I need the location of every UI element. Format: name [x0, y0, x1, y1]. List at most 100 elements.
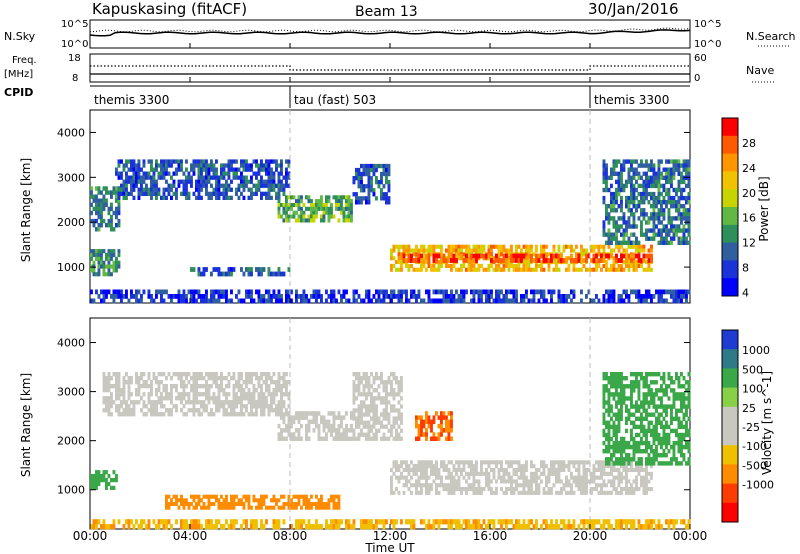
- heatmap-cell: [157, 163, 161, 168]
- heatmap-cell: [565, 475, 568, 480]
- heatmap-cell: [315, 494, 318, 499]
- heatmap-cell: [470, 460, 473, 465]
- heatmap-cell: [470, 298, 473, 304]
- heatmap-cell: [442, 467, 446, 472]
- heatmap-cell: [437, 475, 441, 480]
- heatmap-cell: [365, 424, 368, 429]
- heatmap-cell: [222, 524, 226, 530]
- heatmap-cell: [182, 183, 186, 188]
- heatmap-cell: [285, 210, 288, 215]
- heatmap-cell: [292, 419, 296, 425]
- heatmap-cell: [470, 289, 473, 295]
- heatmap-cell: [547, 479, 551, 484]
- heatmap-cell: [355, 436, 358, 441]
- heatmap-cell: [677, 449, 681, 454]
- heatmap-cell: [240, 412, 243, 417]
- heatmap-cell: [582, 464, 586, 469]
- heatmap-cell: [245, 267, 248, 272]
- heatmap-cell: [160, 167, 163, 172]
- heatmap-cell: [315, 203, 318, 208]
- heatmap-cell: [252, 191, 256, 196]
- heatmap-cell: [602, 228, 606, 233]
- heatmap-cell: [540, 294, 543, 299]
- heatmap-cell: [92, 218, 96, 224]
- heatmap-cell: [605, 436, 608, 442]
- heatmap-cell: [385, 384, 388, 389]
- heatmap-cell: [242, 271, 246, 277]
- heatmap-cell: [375, 412, 378, 417]
- heatmap-cell: [617, 175, 621, 180]
- heatmap-cell: [655, 224, 658, 229]
- heatmap-cell: [280, 432, 283, 437]
- heatmap-cell: [502, 244, 506, 249]
- heatmap-cell: [92, 253, 96, 258]
- heatmap-cell: [557, 253, 561, 259]
- heatmap-cell: [177, 498, 181, 503]
- heatmap-cell: [435, 244, 438, 249]
- heatmap-cell: [525, 244, 528, 249]
- heatmap-cell: [262, 502, 266, 506]
- heatmap-cell: [215, 372, 218, 377]
- heatmap-cell: [645, 232, 648, 237]
- heatmap-cell: [277, 195, 281, 200]
- heatmap-cell: [195, 505, 198, 510]
- heatmap-cell: [400, 298, 403, 304]
- heatmap-cell: [185, 175, 188, 180]
- heatmap-cell: [172, 384, 176, 389]
- heatmap-cell: [367, 384, 371, 389]
- heatmap-cell: [605, 444, 608, 450]
- heatmap-cell: [210, 271, 213, 277]
- heatmap-cell: [665, 240, 668, 245]
- heatmap-cell: [392, 244, 396, 249]
- heatmap-cell: [117, 218, 121, 224]
- heatmap-cell: [352, 388, 356, 393]
- heatmap-cell: [622, 236, 626, 241]
- heatmap-cell: [660, 232, 663, 237]
- heatmap-cell: [327, 206, 331, 211]
- heatmap-cell: [145, 175, 148, 180]
- heatmap-cell: [267, 171, 271, 176]
- heatmap-cell: [170, 163, 173, 168]
- heatmap-cell: [377, 392, 381, 397]
- heatmap-cell: [330, 423, 333, 429]
- heatmap-cell: [675, 204, 678, 209]
- heatmap-cell: [325, 524, 328, 530]
- heatmap-cell: [617, 183, 621, 189]
- heatmap-cell: [620, 475, 623, 480]
- heatmap-cell: [660, 220, 663, 225]
- heatmap-cell: [362, 372, 366, 377]
- heatmap-cell: [170, 502, 173, 506]
- heatmap-cell: [290, 432, 293, 437]
- heatmap-cell: [482, 244, 486, 249]
- heatmap-cell: [677, 179, 681, 185]
- heatmap-cell: [155, 163, 158, 168]
- heatmap-cell: [195, 372, 198, 377]
- heatmap-cell: [372, 424, 376, 429]
- heatmap-cell: [207, 195, 211, 200]
- heatmap-cell: [680, 171, 683, 176]
- heatmap-cell: [365, 372, 368, 377]
- heatmap-cell: [595, 260, 598, 265]
- heatmap-cell: [417, 289, 421, 295]
- heatmap-cell: [397, 388, 401, 393]
- heatmap-cell: [380, 180, 383, 185]
- heatmap-cell: [165, 396, 168, 401]
- heatmap-cell: [285, 179, 288, 184]
- heatmap-cell: [587, 267, 591, 272]
- heatmap-cell: [415, 248, 418, 253]
- heatmap-cell: [642, 416, 646, 421]
- heatmap-cell: [620, 464, 623, 469]
- heatmap-cell: [207, 505, 211, 510]
- heatmap-cell: [367, 298, 371, 304]
- heatmap-cell: [632, 220, 636, 225]
- heatmap-cell: [682, 412, 686, 417]
- heatmap-cell: [337, 505, 341, 510]
- heatmap-cell: [212, 412, 216, 417]
- heatmap-cell: [105, 470, 108, 475]
- heatmap-cell: [110, 256, 113, 261]
- heatmap-cell: [390, 408, 393, 413]
- heatmap-cell: [605, 212, 608, 217]
- heatmap-cell: [195, 384, 198, 389]
- heatmap-cell: [612, 248, 616, 253]
- heatmap-cell: [200, 187, 203, 192]
